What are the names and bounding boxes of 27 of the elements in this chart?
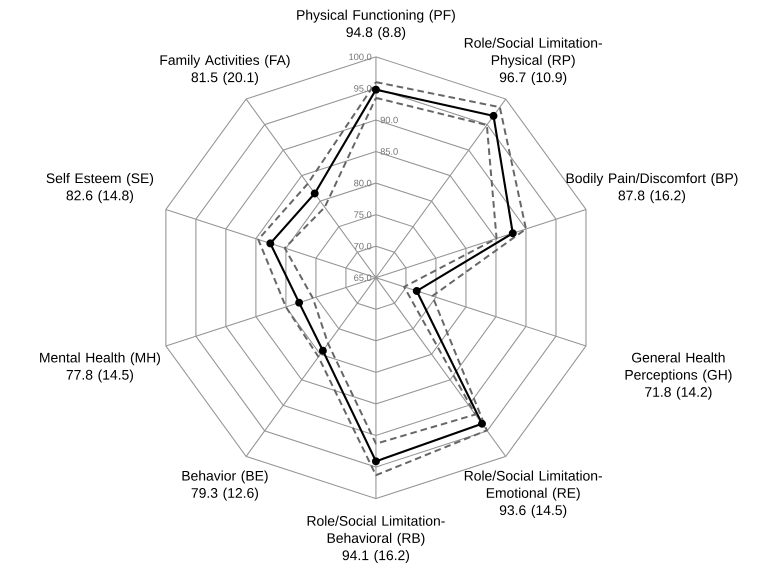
spoke-label: Mental Health (MH)	[40, 352, 160, 366]
spoke-label: Behavior (BE)	[182, 470, 268, 484]
spoke-label: Physical Functioning (PF)	[297, 10, 455, 22]
text: 94.8 (8.8)	[346, 26, 406, 40]
text: 94.1 (16.2)	[342, 550, 410, 563]
spoke-label: Role/Social Limitation-Physical (RP)	[464, 37, 602, 68]
spoke-label: Bodily Pain/Discomfort (BP)	[566, 172, 738, 186]
spoke-label: Family Activities (FA)	[160, 54, 290, 68]
text: 93.6 (14.5)	[500, 504, 566, 518]
y-tick-label: 85.0	[380, 148, 398, 155]
text: 71.8 (14.2)	[645, 386, 712, 400]
y-tick-label: 65.0	[354, 274, 372, 281]
spoke-label: Role/Social Limitation-Emotional (RE)	[464, 470, 602, 500]
y-tick-label: 80.0	[354, 180, 372, 186]
spoke-label: General Health Perceptions (GH)	[626, 352, 732, 382]
spoke-label: Role/Social Limitation-Behavioral (RB)	[308, 515, 445, 546]
text: 79.3 (12.6)	[192, 488, 258, 500]
y-tick-label: 75.0	[354, 211, 372, 218]
text: 87.8 (16.2)	[618, 190, 686, 203]
text: 82.6 (14.8)	[66, 190, 133, 203]
spoke-label: Self Esteem (SE)	[46, 172, 154, 186]
y-tick-label: 70.0	[354, 242, 372, 250]
y-tick-label: 90.0	[380, 116, 398, 124]
text: 77.8 (14.5)	[66, 369, 133, 382]
y-tick-label: 100.0	[349, 53, 372, 60]
text: 96.7 (10.9)	[500, 72, 566, 85]
text: 81.5 (20.1)	[192, 72, 258, 85]
